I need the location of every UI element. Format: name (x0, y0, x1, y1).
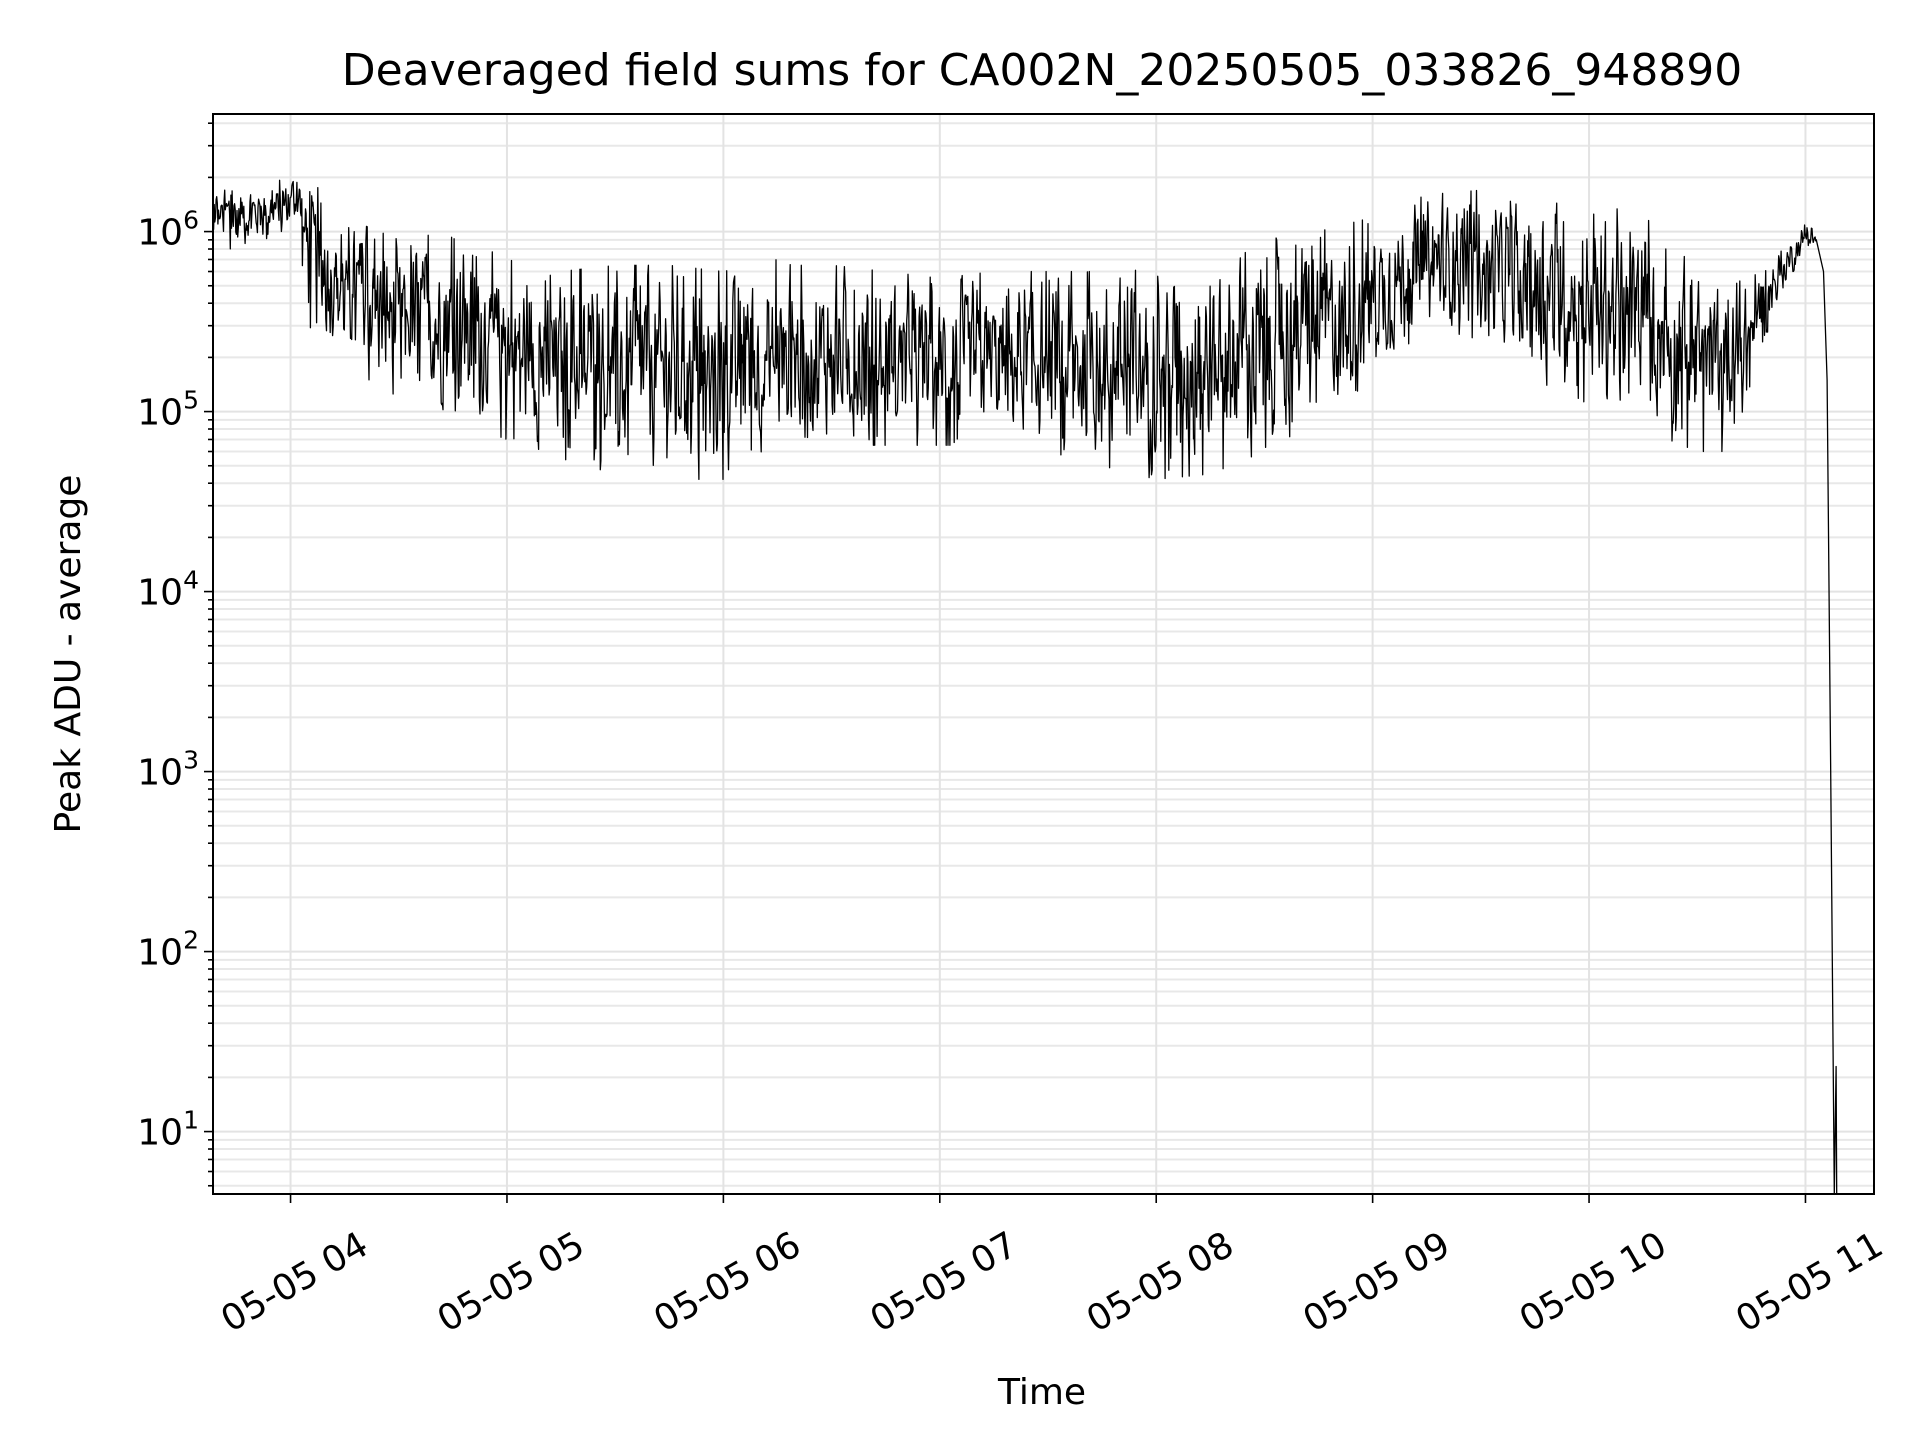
y-axis-label: Peak ADU - average (48, 475, 89, 834)
y-tick-base: 10 (137, 573, 183, 614)
y-tick-exponent: 4 (183, 566, 199, 595)
y-tick-base: 10 (137, 753, 183, 794)
chart-title: Deaveraged field sums for CA002N_2025050… (342, 45, 1743, 96)
series-layer (212, 179, 1838, 1195)
y-tick-label: 104 (137, 566, 199, 614)
y-tick-label: 106 (137, 206, 199, 254)
grid-layer (213, 114, 1874, 1194)
y-tick-base: 10 (137, 393, 183, 434)
series-line (212, 179, 1838, 1195)
y-tick-label: 101 (137, 1106, 199, 1154)
y-tick-exponent: 2 (183, 926, 199, 955)
plot-frame (212, 113, 1875, 1195)
y-tick-exponent: 1 (183, 1106, 199, 1135)
y-tick-exponent: 3 (183, 746, 199, 775)
x-axis-label: Time (997, 1372, 1086, 1413)
y-tick-label: 105 (137, 386, 199, 434)
y-tick-base: 10 (137, 213, 183, 254)
y-tick-exponent: 6 (183, 206, 199, 235)
tick-layer (204, 122, 1807, 1203)
y-tick-base: 10 (137, 1113, 183, 1154)
y-tick-label: 103 (137, 746, 199, 794)
y-tick-base: 10 (137, 933, 183, 974)
y-tick-exponent: 5 (183, 386, 199, 415)
y-tick-label: 102 (137, 926, 199, 974)
